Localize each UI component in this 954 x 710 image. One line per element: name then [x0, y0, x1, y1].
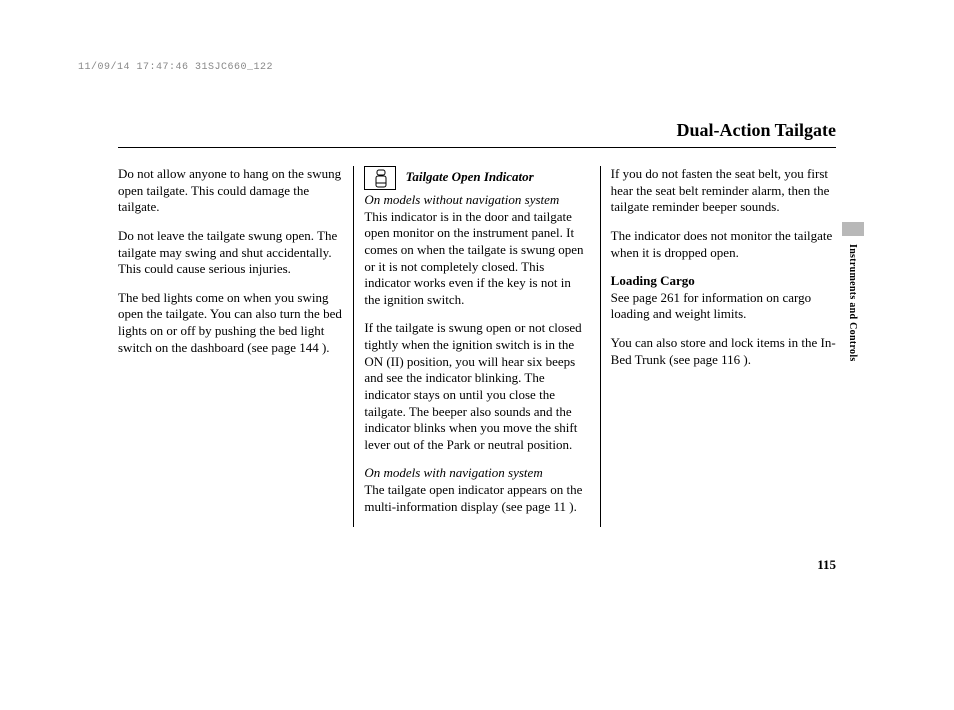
column-layout: Do not allow anyone to hang on the swung…: [118, 166, 836, 527]
body-text: This indicator is in the door and tailga…: [364, 209, 589, 309]
header-stamp: 11/09/14 17:47:46 31SJC660_122: [78, 62, 273, 73]
section-tab: [842, 222, 864, 236]
body-text: If the tailgate is swung open or not clo…: [364, 320, 589, 453]
body-text: You can also store and lock items in the…: [611, 335, 836, 368]
body-text: The bed lights come on when you swing op…: [118, 290, 343, 357]
column-3: If you do not fasten the seat belt, you …: [600, 166, 836, 527]
body-text: Do not allow anyone to hang on the swung…: [118, 166, 343, 216]
body-text: See page 261 for information on cargo lo…: [611, 290, 836, 323]
model-note: On models without navigation system: [364, 192, 589, 209]
page-title: Dual-Action Tailgate: [118, 120, 836, 148]
body-text: If you do not fasten the seat belt, you …: [611, 166, 836, 216]
column-2: Tailgate Open Indicator On models withou…: [353, 166, 599, 527]
column-1: Do not allow anyone to hang on the swung…: [118, 166, 353, 527]
section-heading: Loading Cargo: [611, 273, 836, 290]
page-number: 115: [817, 557, 836, 573]
indicator-heading-row: Tailgate Open Indicator: [364, 166, 589, 190]
body-text: Do not leave the tailgate swung open. Th…: [118, 228, 343, 278]
tailgate-indicator-icon: [364, 166, 396, 190]
body-text: The indicator does not monitor the tailg…: [611, 228, 836, 261]
model-note: On models with navigation system: [364, 465, 589, 482]
section-label: Instruments and Controls: [847, 244, 858, 362]
section-heading: Tailgate Open Indicator: [406, 169, 534, 184]
page-content: Dual-Action Tailgate Do not allow anyone…: [118, 120, 836, 527]
body-text: The tailgate open indicator appears on t…: [364, 482, 589, 515]
